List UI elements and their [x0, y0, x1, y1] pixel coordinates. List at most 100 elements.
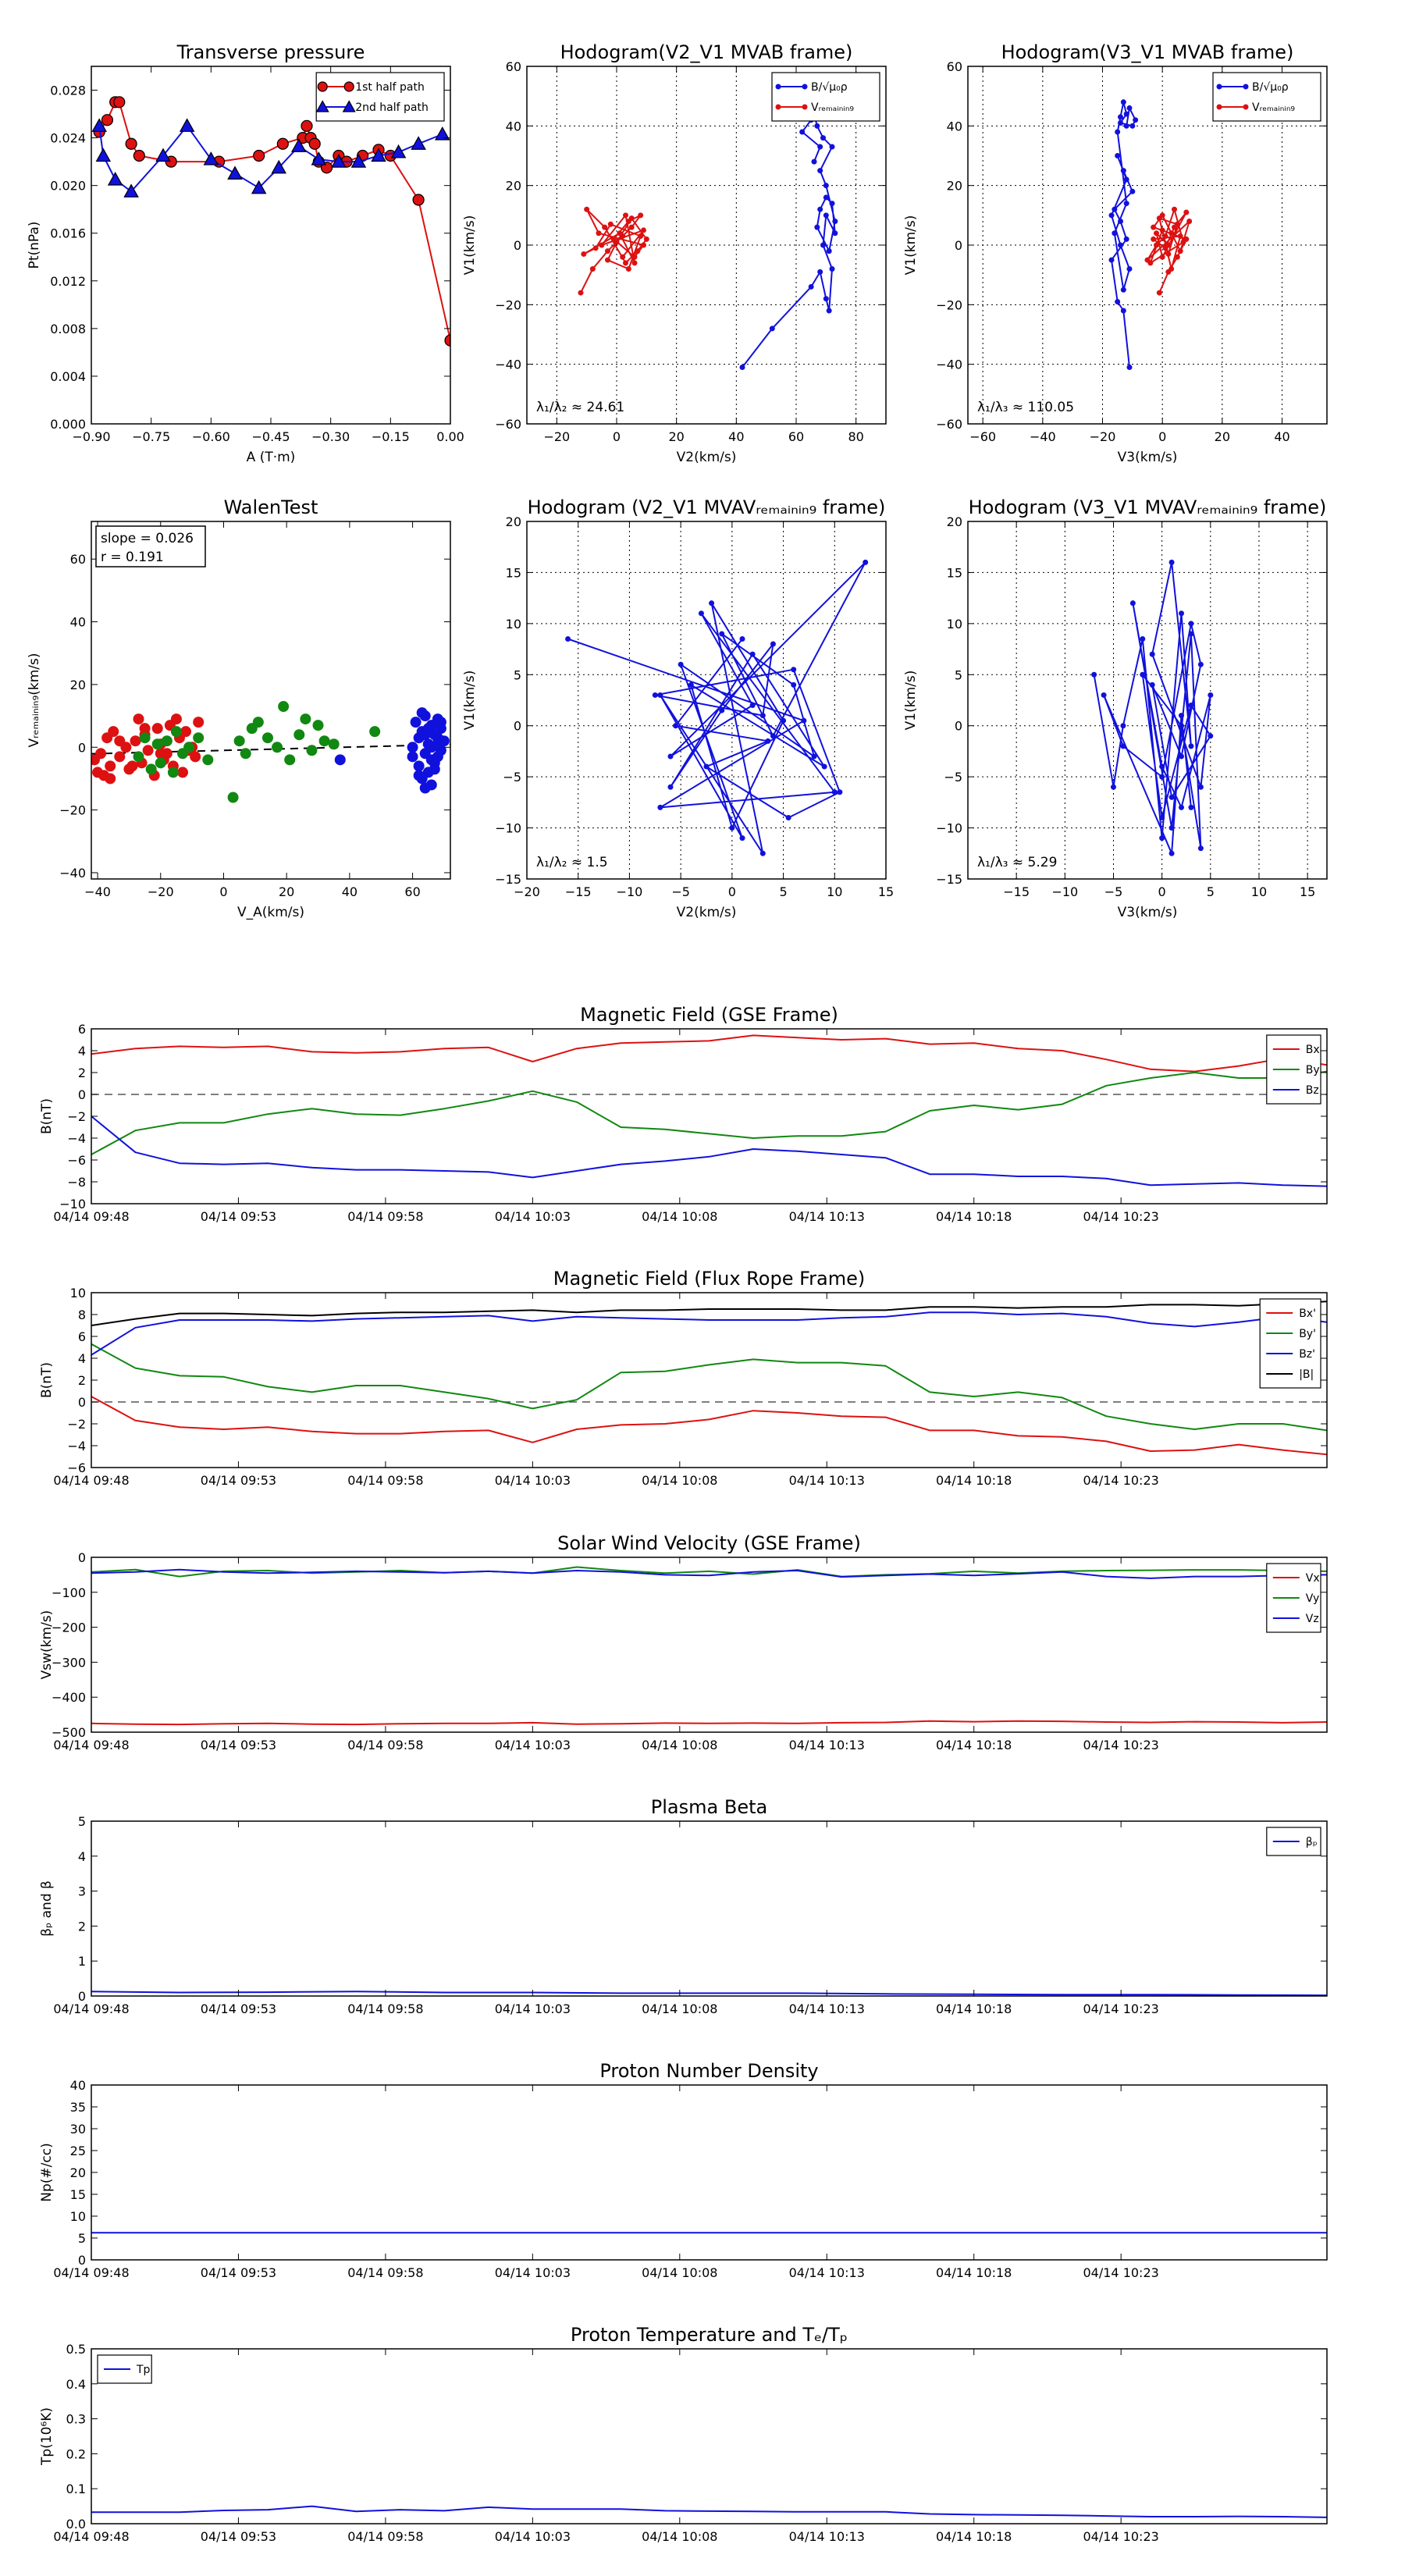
walen-test-series-1-point-17 — [261, 732, 273, 744]
transverse-pressure-ytick-label-3: 0.012 — [50, 274, 86, 289]
hodogram-v2-v1-mvab-ytick-label-2: −20 — [495, 297, 521, 312]
hodogram-v3-v1-mvab-series-1-point-27 — [1165, 242, 1172, 248]
proton-temperature-ytick-label-4: 0.4 — [66, 2377, 86, 2392]
hodogram-v2-v1-mvab-series-0-point-19 — [820, 135, 826, 141]
walen-test-series-1-point-1 — [139, 732, 151, 744]
hodogram-v3-v1-mvav-series-0-point-31 — [1179, 713, 1185, 719]
hodogram-v2-v1-mvav-annotation: λ₁/λ₂ ≈ 1.5 — [536, 855, 608, 870]
hodogram-v3-v1-mvab-series-0-point-17 — [1115, 129, 1121, 135]
hodogram-v3-v1-mvab-series-1-point-0 — [1156, 290, 1162, 296]
hodogram-v2-v1-mvab-series-0-point-13 — [814, 224, 820, 230]
hodogram-v2-v1-mvab-series-1-point-2 — [605, 248, 610, 254]
hodogram-v2-v1-mvab-ytick-label-4: 20 — [506, 179, 521, 194]
hodogram-v3-v1-mvab-series-0-point-16 — [1123, 201, 1129, 207]
hodogram-v2-v1-mvav-xtick-label-1: −15 — [565, 884, 592, 899]
hodogram-v3-v1-mvab-series-1-point-10 — [1154, 242, 1159, 248]
magnetic-field-flux-rope-series-2-line — [91, 1311, 1327, 1356]
hodogram-v3-v1-mvav-series-0-point-0 — [1091, 671, 1097, 678]
hodogram-v2-v1-mvav-series-0-point-11 — [811, 753, 817, 760]
proton-number-density-xtick-label-1: 04/14 09:53 — [201, 2265, 276, 2280]
transverse-pressure-legend-label-1: 2nd half path — [355, 101, 429, 114]
transverse-pressure-title: Transverse pressure — [176, 41, 365, 63]
walen-test-series-2-point-1 — [407, 742, 418, 753]
hodogram-v2-v1-mvab-series-0-point-12 — [817, 206, 823, 212]
magnetic-field-gse-ytick-label-8: 6 — [78, 1022, 86, 1037]
magnetic-field-flux-rope-series-0-line — [91, 1396, 1327, 1456]
hodogram-v3-v1-mvab-series-0-point-12 — [1118, 242, 1123, 248]
transverse-pressure-series-1-point-1 — [95, 148, 112, 162]
hodogram-v2-v1-mvab-series-0-point-6 — [829, 266, 835, 272]
proton-number-density-ytick-label-4: 20 — [70, 2165, 86, 2180]
walen-test-ytick-label-4: 40 — [70, 615, 86, 630]
magnetic-field-gse-ytick-label-1: −8 — [67, 1175, 86, 1190]
chart-hodogram-v3-v1-mvab: −60 −40 −20 0 20 40 −60 −40 −20 0 20 40 60 Hodogram(V… — [903, 41, 1328, 465]
plasma-beta-xtick-label-5: 04/14 10:13 — [789, 2001, 865, 2016]
hodogram-v2-v1-mvab-series-1-point-26 — [623, 212, 628, 219]
plasma-beta-xtick-label-7: 04/14 10:23 — [1083, 2001, 1159, 2016]
magnetic-field-gse-title: Magnetic Field (GSE Frame) — [580, 1004, 838, 1026]
proton-temperature-ytick-label-2: 0.2 — [66, 2446, 86, 2461]
hodogram-v3-v1-mvav-series-0-point-25 — [1197, 661, 1204, 667]
walen-test-series-0-point-5 — [105, 760, 116, 772]
proton-number-density-ytick-label-7: 35 — [70, 2100, 86, 2115]
transverse-pressure-legend-box — [315, 72, 445, 122]
hodogram-v3-v1-mvav-series-0-point-18 — [1140, 671, 1146, 678]
hodogram-v2-v1-mvav-series-0-point-1 — [801, 717, 807, 724]
transverse-pressure-legend-label-0: 1st half path — [355, 81, 425, 94]
magnetic-field-flux-rope-legend-label-0: Bx' — [1299, 1308, 1316, 1320]
transverse-pressure-series-0-point-9 — [276, 137, 289, 150]
hodogram-v3-v1-mvav-series-0-point-5 — [1179, 610, 1185, 617]
hodogram-v2-v1-mvav-series-0-point-10 — [791, 681, 797, 688]
hodogram-v3-v1-mvab-series-0-point-1 — [1120, 308, 1126, 314]
hodogram-v3-v1-mvav-xtick-label-2: −5 — [1104, 884, 1123, 899]
hodogram-v2-v1-mvab-legend-marker-1b — [802, 104, 808, 110]
magnetic-field-flux-rope-legend: Bx' By' Bz' |B| — [1259, 1298, 1321, 1389]
transverse-pressure-series-1-point-6 — [203, 151, 219, 165]
hodogram-v2-v1-mvav-data — [565, 559, 869, 856]
magnetic-field-gse-legend-label-1: By — [1306, 1064, 1320, 1076]
magnetic-field-flux-rope-ytick-label-6: 6 — [78, 1329, 86, 1344]
proton-temperature-xtick-label-0: 04/14 09:48 — [53, 2529, 129, 2544]
hodogram-v2-v1-mvab-series-0-point-11 — [823, 194, 829, 201]
walen-test-series-0-point-32 — [155, 748, 166, 760]
hodogram-v3-v1-mvab-ytick-label-3: 0 — [955, 238, 962, 253]
transverse-pressure-xtick-label-3: −0.45 — [251, 429, 290, 444]
walen-test-series-2-point-28 — [407, 751, 418, 763]
hodogram-v2-v1-mvab-xlabel: V2(km/s) — [677, 450, 737, 465]
hodogram-v2-v1-mvab-series-0-point-14 — [826, 248, 832, 254]
walen-test-series-1-point-21 — [293, 729, 305, 741]
hodogram-v2-v1-mvab-series-0-point-25 — [817, 144, 823, 150]
hodogram-v3-v1-mvav-series-0-point-12 — [1159, 763, 1165, 770]
hodogram-v3-v1-mvab-series-0-point-13 — [1126, 266, 1133, 272]
walen-test-xtick-label-0: −40 — [84, 884, 111, 899]
hodogram-v2-v1-mvav-series-0-point-19 — [688, 681, 694, 688]
hodogram-v3-v1-mvab-series-0-point-6 — [1112, 206, 1118, 212]
walen-test-ytick-label-5: 60 — [70, 552, 86, 567]
hodogram-v3-v1-mvav-series-0-point-11 — [1179, 804, 1185, 810]
magnetic-field-gse-ytick-label-5: 0 — [78, 1087, 86, 1102]
hodogram-v2-v1-mvab-series-0-point-10 — [829, 201, 835, 207]
magnetic-field-flux-rope-xtick-label-7: 04/14 10:23 — [1083, 1473, 1159, 1488]
magnetic-field-flux-rope-ylabel: B(nT) — [39, 1362, 55, 1398]
transverse-pressure-series-0-point-22 — [444, 334, 450, 347]
magnetic-field-flux-rope-legend-label-1: By' — [1299, 1328, 1316, 1340]
hodogram-v3-v1-mvab-series-0-point-0 — [1126, 364, 1133, 370]
proton-number-density-ytick-label-5: 25 — [70, 2144, 86, 2158]
hodogram-v3-v1-mvab-series-1-point-12 — [1172, 206, 1177, 212]
walen-test-series-0-point-7 — [114, 751, 126, 763]
hodogram-v3-v1-mvav-title: Hodogram (V3_V1 MVAVᵣₑₘₐᵢₙᵢₙ₉ frame) — [969, 496, 1327, 518]
plasma-beta-data — [91, 1991, 1327, 1996]
proton-number-density-frame — [91, 2084, 1328, 2261]
hodogram-v3-v1-mvab-series-0-point-3 — [1108, 257, 1115, 263]
solar-wind-velocity-xtick-label-7: 04/14 10:23 — [1083, 1738, 1159, 1752]
chart-magnetic-field-gse: 04/14 09:48 04/14 09:53 04/14 09:58 04/14 1… — [39, 1004, 1328, 1224]
walen-test-series-2-point-30 — [425, 754, 437, 766]
plasma-beta-xtick-label-2: 04/14 09:58 — [347, 2001, 423, 2016]
transverse-pressure-series-1-point-16 — [411, 136, 426, 150]
hodogram-v2-v1-mvav-series-0-point-23 — [719, 707, 725, 713]
walen-test-series-0-point-33 — [170, 713, 182, 725]
magnetic-field-flux-rope-xtick-label-3: 04/14 10:03 — [495, 1473, 571, 1488]
hodogram-v3-v1-mvab-legend-box — [1212, 72, 1321, 122]
hodogram-v2-v1-mvab-series-1-point-1 — [589, 266, 596, 272]
proton-temperature-xtick-label-5: 04/14 10:13 — [789, 2529, 865, 2544]
